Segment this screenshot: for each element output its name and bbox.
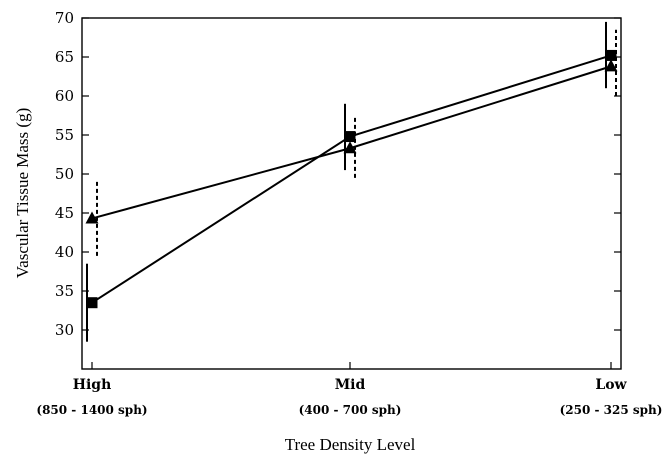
x-tick-sublabel: (850 - 1400 sph) bbox=[36, 403, 147, 417]
x-tick-label: Mid bbox=[335, 377, 366, 393]
series-line bbox=[91, 65, 612, 220]
y-tick-label: 45 bbox=[55, 204, 74, 222]
data-point-triangle bbox=[604, 59, 618, 72]
y-tick-label: 55 bbox=[55, 126, 74, 144]
x-axis-ticks: High (850 - 1400 sph) Mid (400 - 700 sph) Lo… bbox=[36, 362, 662, 417]
y-tick-label: 35 bbox=[55, 282, 74, 300]
y-axis-ticks: 30 35 40 45 50 55 60 65 70 bbox=[55, 9, 621, 339]
y-tick-label: 50 bbox=[55, 165, 74, 183]
x-tick-sublabel: (400 - 700 sph) bbox=[299, 403, 402, 417]
y-tick-label: 65 bbox=[55, 48, 74, 66]
y-tick-label: 30 bbox=[55, 321, 74, 339]
x-tick-sublabel: (250 - 325 sph) bbox=[560, 403, 663, 417]
y-tick-label: 40 bbox=[55, 243, 74, 261]
y-tick-label: 70 bbox=[55, 9, 74, 27]
plot-frame bbox=[81, 17, 622, 370]
y-tick-label: 60 bbox=[55, 87, 74, 105]
data-point-square bbox=[344, 131, 356, 143]
data-point-square bbox=[86, 297, 98, 309]
data-point-triangle bbox=[85, 211, 99, 224]
data-point-square bbox=[605, 49, 617, 61]
x-tick-label: Low bbox=[595, 377, 627, 393]
y-axis-title: Vascular Tissue Mass (g) bbox=[13, 108, 32, 278]
series-layer bbox=[85, 21, 618, 342]
series-square bbox=[86, 21, 617, 342]
x-axis-title: Tree Density Level bbox=[285, 435, 416, 454]
series-triangle bbox=[85, 29, 618, 256]
x-tick-label: High bbox=[73, 377, 112, 393]
data-point-triangle bbox=[343, 141, 357, 154]
series-line bbox=[91, 54, 612, 304]
